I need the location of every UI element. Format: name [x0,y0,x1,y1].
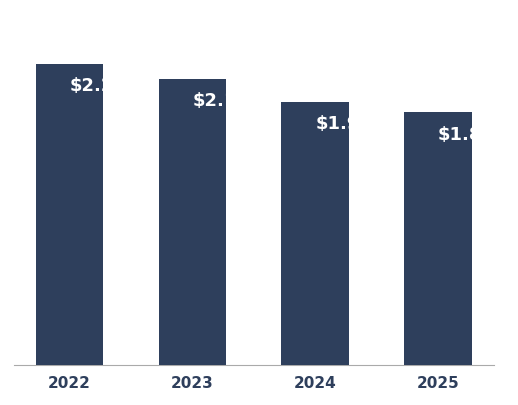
Bar [36,64,103,365]
Bar [159,79,226,365]
Text: $1.95: $1.95 [315,115,372,133]
Text: $2.12: $2.12 [192,92,249,110]
Bar [281,102,349,365]
Text: $2.23: $2.23 [69,77,126,95]
Text: $1.87: $1.87 [438,126,495,144]
Bar [404,113,472,365]
